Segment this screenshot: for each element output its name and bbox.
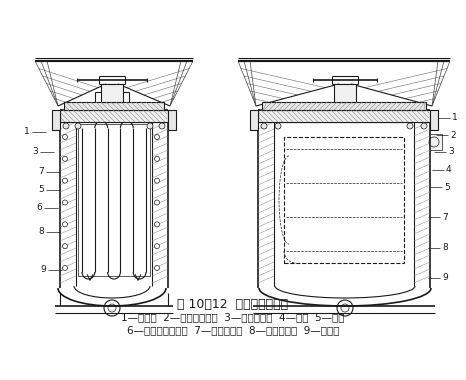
Circle shape [155,222,159,227]
Text: 7: 7 [38,168,44,176]
Text: 5: 5 [38,185,44,195]
Bar [101,84,123,102]
Circle shape [407,123,413,129]
Circle shape [155,156,159,161]
Bar [64,102,164,110]
Text: 1: 1 [24,128,30,136]
Text: 8: 8 [442,244,448,252]
Circle shape [421,123,427,129]
Text: 2: 2 [450,130,456,139]
Bar [284,137,404,263]
Text: 3: 3 [32,147,38,157]
Circle shape [62,244,68,249]
Circle shape [147,123,153,129]
Circle shape [63,123,69,129]
Circle shape [155,244,159,249]
Bar [52,110,60,130]
Circle shape [62,178,68,183]
Circle shape [155,178,159,183]
Bar [430,110,438,130]
Circle shape [62,135,68,139]
Circle shape [62,222,68,227]
Bar [430,134,442,150]
Circle shape [159,123,165,129]
Circle shape [75,123,81,129]
Bar [258,110,430,122]
Text: 图 10－12  高温高压精练机: 图 10－12 高温高压精练机 [178,298,288,310]
Text: 6: 6 [36,204,42,212]
Bar [250,110,258,130]
Text: 5: 5 [444,182,450,192]
Bar [168,110,176,130]
Circle shape [261,123,267,129]
Circle shape [275,123,281,129]
Bar [60,110,168,122]
Circle shape [62,266,68,271]
Bar [334,84,356,102]
Circle shape [155,266,159,271]
Text: 9: 9 [442,274,448,282]
Bar [262,102,426,110]
Text: 3: 3 [448,147,454,157]
Text: 8: 8 [38,228,44,236]
Text: 9: 9 [40,266,46,274]
Text: 4: 4 [446,166,452,174]
Text: 7: 7 [442,212,448,222]
Circle shape [155,200,159,205]
Circle shape [155,135,159,139]
Bar [78,124,150,276]
Text: 6—温度计安裃接口  7—间接加热管  8—褨汽喷射管  9—排液口: 6—温度计安裃接口 7—间接加热管 8—褨汽喷射管 9—排液口 [127,325,339,335]
Circle shape [62,200,68,205]
Text: 1—密封盖  2—压力计安装口  3—精练釜主体  4—内壁  5—织物: 1—密封盖 2—压力计安装口 3—精练釜主体 4—内壁 5—织物 [121,312,345,322]
Text: 1: 1 [452,114,458,122]
Circle shape [62,156,68,161]
